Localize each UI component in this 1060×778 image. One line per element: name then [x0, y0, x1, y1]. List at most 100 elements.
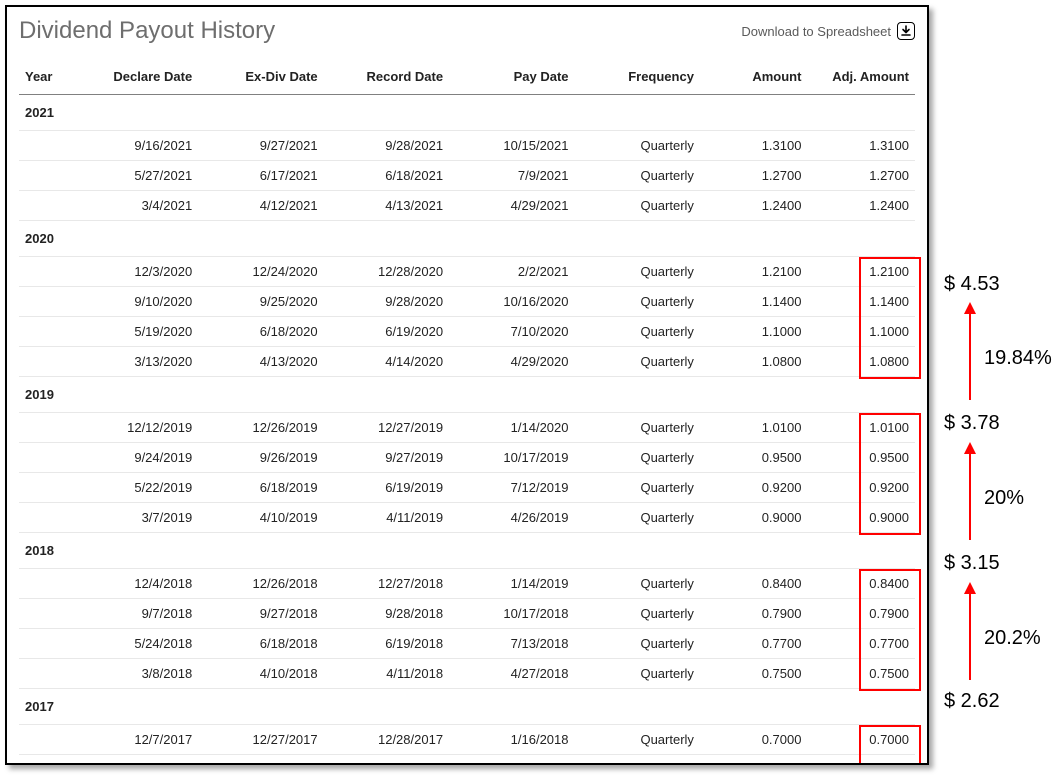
column-header: Ex-Div Date	[198, 63, 323, 95]
table-cell: 1.2700	[807, 161, 915, 191]
table-cell: Quarterly	[575, 503, 700, 533]
column-header: Amount	[700, 63, 808, 95]
table-cell: 1.3100	[700, 131, 808, 161]
year-row: 2019	[19, 377, 915, 413]
year-cell: 2018	[19, 533, 915, 569]
table-cell	[19, 443, 73, 473]
table-cell: 6/18/2020	[198, 317, 323, 347]
table-card: Dividend Payout History Download to Spre…	[5, 5, 929, 765]
column-header: Pay Date	[449, 63, 574, 95]
table-cell: 7/9/2021	[449, 161, 574, 191]
table-cell: 9/26/2019	[198, 443, 323, 473]
table-cell: 0.7900	[700, 599, 808, 629]
sum-annotation: $ 2.62	[944, 690, 1000, 713]
table-cell: Quarterly	[575, 287, 700, 317]
year-row: 2018	[19, 533, 915, 569]
table-cell: 0.9000	[700, 503, 808, 533]
table-row: 9/24/20199/26/20199/27/201910/17/2019Qua…	[19, 443, 915, 473]
table-cell: 4/11/2019	[324, 503, 449, 533]
table-cell: Quarterly	[575, 755, 700, 766]
table-cell: 12/12/2019	[73, 413, 198, 443]
table-cell: Quarterly	[575, 257, 700, 287]
table-cell	[19, 755, 73, 766]
growth-percentage: 19.84%	[984, 347, 1052, 370]
table-cell: Quarterly	[575, 347, 700, 377]
year-cell: 2021	[19, 95, 915, 131]
table-cell: 1/14/2020	[449, 413, 574, 443]
table-cell	[19, 317, 73, 347]
table-cell: 6/19/2020	[324, 317, 449, 347]
table-cell: 12/7/2017	[73, 725, 198, 755]
table-cell: 9/12/2017	[73, 755, 198, 766]
table-cell: 10/17/2017	[449, 755, 574, 766]
table-cell: 1/16/2018	[449, 725, 574, 755]
table-cell	[19, 161, 73, 191]
table-cell: 9/28/2017	[198, 755, 323, 766]
table-cell	[19, 629, 73, 659]
table-cell: 0.7700	[807, 629, 915, 659]
table-cell: Quarterly	[575, 599, 700, 629]
table-cell: 3/7/2019	[73, 503, 198, 533]
table-cell: Quarterly	[575, 131, 700, 161]
column-header: Declare Date	[73, 63, 198, 95]
table-cell: 6/17/2021	[198, 161, 323, 191]
sum-annotation: $ 3.15	[944, 552, 1000, 575]
table-cell: 5/27/2021	[73, 161, 198, 191]
table-header-row: YearDeclare DateEx-Div DateRecord DatePa…	[19, 63, 915, 95]
table-cell: 9/16/2021	[73, 131, 198, 161]
column-header: Adj. Amount	[807, 63, 915, 95]
table-cell: 10/15/2021	[449, 131, 574, 161]
table-cell: 1.0800	[807, 347, 915, 377]
table-cell: 9/29/2017	[324, 755, 449, 766]
card-header: Dividend Payout History Download to Spre…	[19, 17, 915, 45]
table-cell: 6/18/2019	[198, 473, 323, 503]
table-row: 5/19/20206/18/20206/19/20207/10/2020Quar…	[19, 317, 915, 347]
table-cell: 5/24/2018	[73, 629, 198, 659]
column-header: Frequency	[575, 63, 700, 95]
table-cell	[19, 473, 73, 503]
table-cell: Quarterly	[575, 725, 700, 755]
table-row: 12/7/201712/27/201712/28/20171/16/2018Qu…	[19, 725, 915, 755]
table-cell: Quarterly	[575, 473, 700, 503]
table-cell: Quarterly	[575, 191, 700, 221]
table-cell	[19, 599, 73, 629]
table-cell: 4/27/2018	[449, 659, 574, 689]
table-cell: 6/18/2018	[198, 629, 323, 659]
table-cell: 12/27/2018	[324, 569, 449, 599]
table-cell: 0.6600	[807, 755, 915, 766]
dividend-table: YearDeclare DateEx-Div DateRecord DatePa…	[19, 63, 915, 765]
download-spreadsheet-button[interactable]: Download to Spreadsheet	[741, 22, 915, 40]
table-cell: 5/19/2020	[73, 317, 198, 347]
table-cell: 10/17/2019	[449, 443, 574, 473]
table-cell: 4/10/2019	[198, 503, 323, 533]
table-cell: 4/12/2021	[198, 191, 323, 221]
table-cell: 1.0100	[807, 413, 915, 443]
table-row: 5/24/20186/18/20186/19/20187/13/2018Quar…	[19, 629, 915, 659]
table-cell: 9/27/2019	[324, 443, 449, 473]
table-cell: 6/19/2018	[324, 629, 449, 659]
table-cell: 12/27/2017	[198, 725, 323, 755]
table-row: 12/4/201812/26/201812/27/20181/14/2019Qu…	[19, 569, 915, 599]
table-cell: 12/28/2017	[324, 725, 449, 755]
table-cell	[19, 191, 73, 221]
table-cell: 0.8400	[807, 569, 915, 599]
growth-arrow	[960, 582, 980, 680]
table-cell: 12/27/2019	[324, 413, 449, 443]
download-icon	[897, 22, 915, 40]
table-cell: 10/16/2020	[449, 287, 574, 317]
table-cell	[19, 503, 73, 533]
table-row: 3/8/20184/10/20184/11/20184/27/2018Quart…	[19, 659, 915, 689]
year-row: 2017	[19, 689, 915, 725]
table-cell: 7/12/2019	[449, 473, 574, 503]
table-cell: 1.2100	[700, 257, 808, 287]
table-cell: 4/10/2018	[198, 659, 323, 689]
table-cell: 12/3/2020	[73, 257, 198, 287]
table-cell: 5/22/2019	[73, 473, 198, 503]
table-cell: 0.7500	[700, 659, 808, 689]
table-cell: 4/13/2020	[198, 347, 323, 377]
column-header: Record Date	[324, 63, 449, 95]
table-row: 5/27/20216/17/20216/18/20217/9/2021Quart…	[19, 161, 915, 191]
table-cell: 9/28/2021	[324, 131, 449, 161]
table-cell: 9/28/2018	[324, 599, 449, 629]
table-cell: 9/28/2020	[324, 287, 449, 317]
